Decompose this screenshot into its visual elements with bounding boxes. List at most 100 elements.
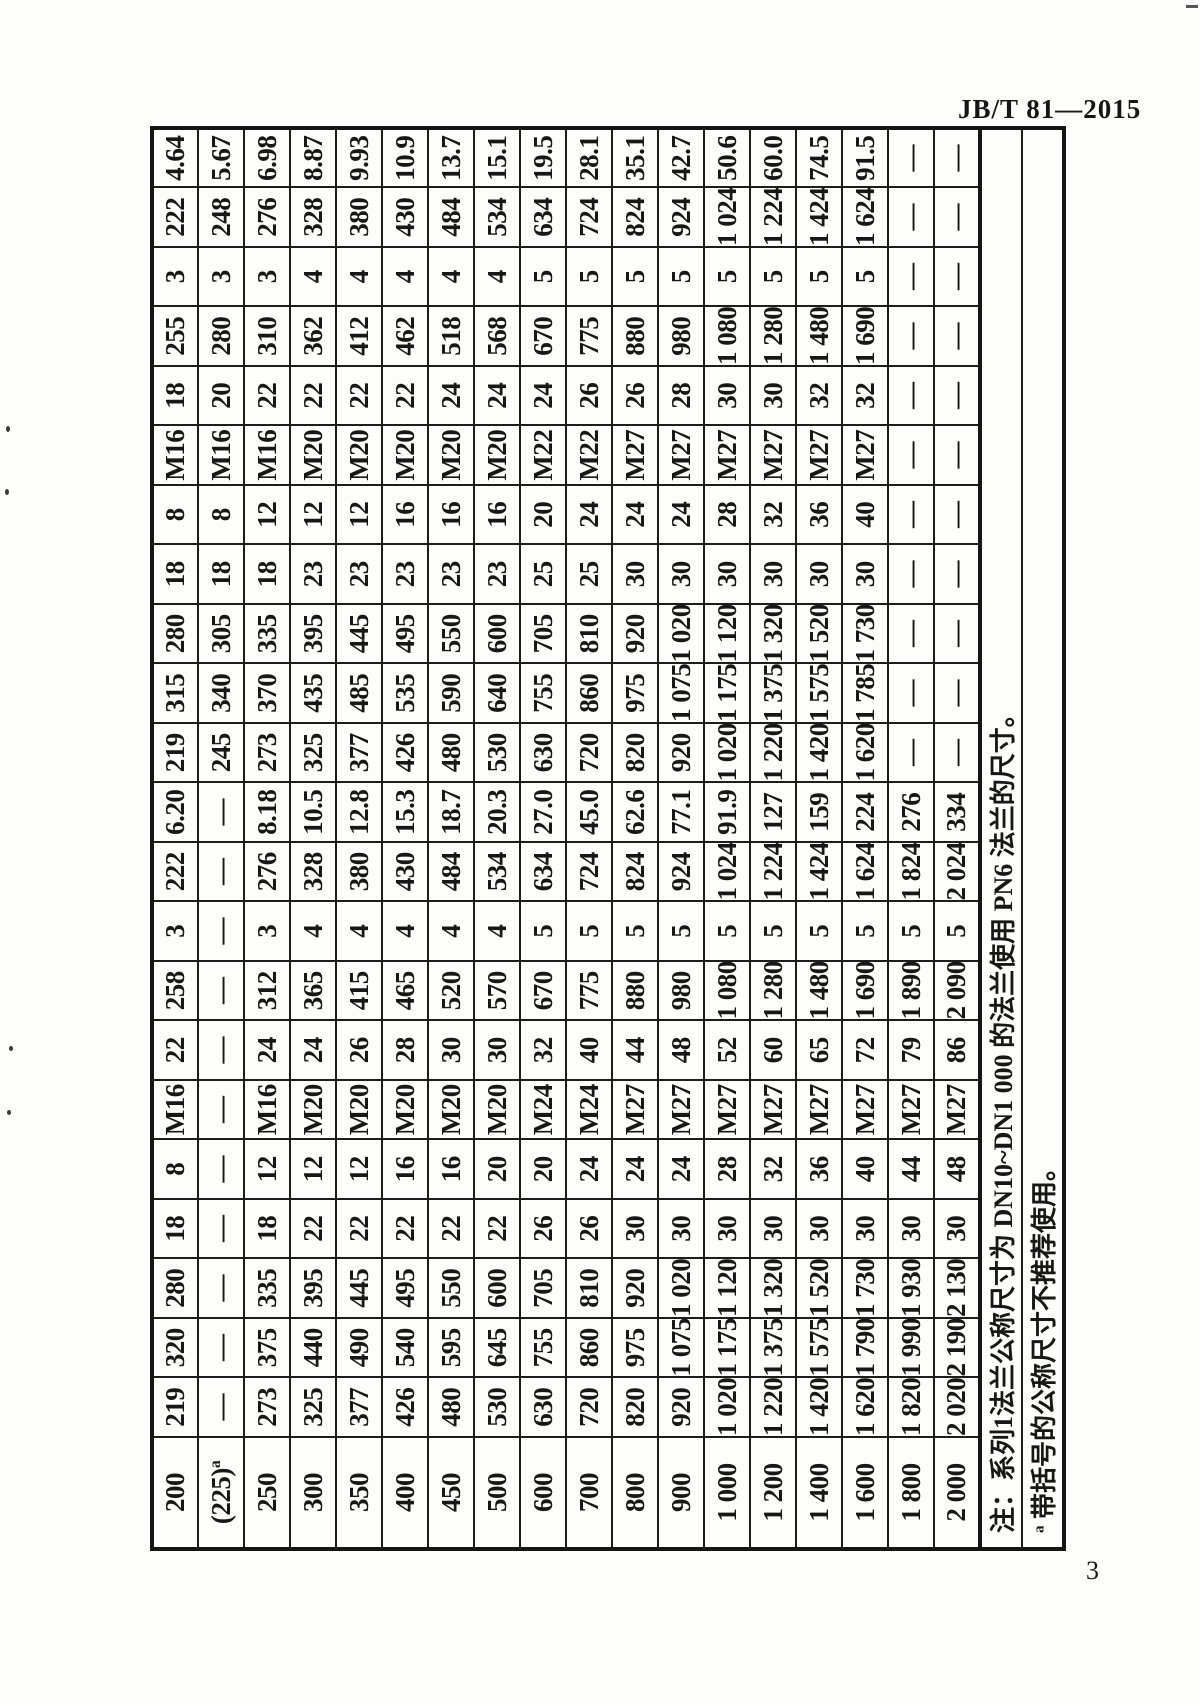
scan-speck xyxy=(9,1046,13,1051)
value-cell: 22 xyxy=(382,366,428,426)
value-cell: 4.64 xyxy=(152,128,198,188)
value-cell: 22 xyxy=(290,366,336,426)
value-cell: 520 xyxy=(428,961,474,1021)
value-cell: 3 xyxy=(152,901,198,961)
value-cell: 980 xyxy=(658,306,704,366)
value-cell: 1 280 xyxy=(750,961,796,1021)
value-cell: 26 xyxy=(566,366,612,426)
value-cell: 1 480 xyxy=(796,306,842,366)
value-cell: — xyxy=(934,604,980,664)
value-cell: 395 xyxy=(290,1258,336,1318)
flange-table-body: 200 219 320 280 18 8 M16 22 258 3 222 6.20 219 315 280… xyxy=(152,128,980,1549)
table-row: 1 200 1 220 1 375 1 320 30 32 M27 60 1 280 5 1 224… xyxy=(750,128,796,1549)
value-cell: M27 xyxy=(888,1080,934,1140)
value-cell: M24 xyxy=(566,1080,612,1140)
value-cell: 1 075 xyxy=(658,1318,704,1378)
value-cell: 4 xyxy=(336,247,382,307)
value-cell: 315 xyxy=(152,663,198,723)
value-cell: 28 xyxy=(658,366,704,426)
value-cell: 15.1 xyxy=(474,128,520,188)
value-cell: 720 xyxy=(566,723,612,783)
value-cell: 52 xyxy=(704,1020,750,1080)
value-cell: 724 xyxy=(566,187,612,247)
value-cell: 10.9 xyxy=(382,128,428,188)
value-cell: 20 xyxy=(198,366,244,426)
value-cell: 280 xyxy=(152,1258,198,1318)
value-cell: 8 xyxy=(198,485,244,545)
value-cell: 24 xyxy=(566,485,612,545)
value-cell: 30 xyxy=(888,1199,934,1259)
value-cell: 24 xyxy=(290,1020,336,1080)
value-cell: 23 xyxy=(428,544,474,604)
value-cell: 1 990 xyxy=(888,1318,934,1378)
value-cell: 24 xyxy=(566,1139,612,1199)
value-cell: 60 xyxy=(750,1020,796,1080)
value-cell: 445 xyxy=(336,1258,382,1318)
note-2-text: 带括号的公称尺寸不推荐使用。 xyxy=(1030,1154,1059,1519)
value-cell: 18 xyxy=(244,1199,290,1259)
value-cell: 60.0 xyxy=(750,128,796,188)
value-cell: 15.3 xyxy=(382,782,428,842)
value-cell: 1 220 xyxy=(750,723,796,783)
value-cell: 245 xyxy=(198,723,244,783)
value-cell: 5 xyxy=(566,247,612,307)
value-cell: 1 020 xyxy=(658,604,704,664)
value-cell: 1 220 xyxy=(750,1377,796,1437)
value-cell: 810 xyxy=(566,604,612,664)
value-cell: 465 xyxy=(382,961,428,1021)
value-cell: 640 xyxy=(474,663,520,723)
value-cell: 860 xyxy=(566,663,612,723)
value-cell: 91.9 xyxy=(704,782,750,842)
value-cell: 44 xyxy=(612,1020,658,1080)
value-cell: 2 190 xyxy=(934,1318,980,1378)
value-cell: 755 xyxy=(520,1318,566,1378)
value-cell: 18 xyxy=(152,544,198,604)
value-cell: 32 xyxy=(750,1139,796,1199)
value-cell: 4 xyxy=(336,901,382,961)
value-cell: 36 xyxy=(796,485,842,545)
table-row: 400 426 540 495 22 16 M20 28 465 4 430 15.3 426 535 49… xyxy=(382,128,428,1549)
value-cell: 48 xyxy=(658,1020,704,1080)
value-cell: 30 xyxy=(704,1199,750,1259)
scan-edge-mark xyxy=(1186,5,1198,8)
value-cell: 518 xyxy=(428,306,474,366)
value-cell: M20 xyxy=(290,425,336,485)
value-cell: 1 120 xyxy=(704,1258,750,1318)
dn-cell: (225)a xyxy=(198,1437,244,1549)
value-cell: — xyxy=(888,128,934,188)
value-cell: 920 xyxy=(658,1377,704,1437)
value-cell: — xyxy=(198,1139,244,1199)
value-cell: — xyxy=(888,425,934,485)
value-cell: M20 xyxy=(336,1080,382,1140)
value-cell: 159 xyxy=(796,782,842,842)
value-cell: 920 xyxy=(658,723,704,783)
value-cell: 5 xyxy=(520,901,566,961)
value-cell: M20 xyxy=(382,1080,428,1140)
value-cell: 30 xyxy=(612,544,658,604)
value-cell: M16 xyxy=(244,1080,290,1140)
value-cell: 462 xyxy=(382,306,428,366)
dn-cell: 600 xyxy=(520,1437,566,1549)
table-row: 900 920 1 075 1 020 30 24 M27 48 980 5 924 77.1 920 1… xyxy=(658,128,704,1549)
value-cell: 1 520 xyxy=(796,604,842,664)
value-cell: 325 xyxy=(290,723,336,783)
value-cell: 365 xyxy=(290,961,336,1021)
flange-dimension-table: 200 219 320 280 18 8 M16 22 258 3 222 6.20 219 315 280… xyxy=(150,126,1066,1551)
value-cell: 1 820 xyxy=(888,1377,934,1437)
value-cell: 1 620 xyxy=(842,1377,888,1437)
table-row: (225)a — — — — — — — — — — —245 340 305 18 8 M16 20 280 3 24… xyxy=(198,128,244,1549)
value-cell: 280 xyxy=(198,306,244,366)
value-cell: 1 080 xyxy=(704,306,750,366)
value-cell: 1 424 xyxy=(796,187,842,247)
value-cell: 440 xyxy=(290,1318,336,1378)
value-cell: 335 xyxy=(244,1258,290,1318)
value-cell: 8.18 xyxy=(244,782,290,842)
value-cell: — xyxy=(198,1199,244,1259)
value-cell: 5 xyxy=(704,901,750,961)
value-cell: 1 480 xyxy=(796,961,842,1021)
value-cell: M16 xyxy=(244,425,290,485)
value-cell: 1 690 xyxy=(842,306,888,366)
value-cell: 18 xyxy=(198,544,244,604)
value-cell: 77.1 xyxy=(658,782,704,842)
